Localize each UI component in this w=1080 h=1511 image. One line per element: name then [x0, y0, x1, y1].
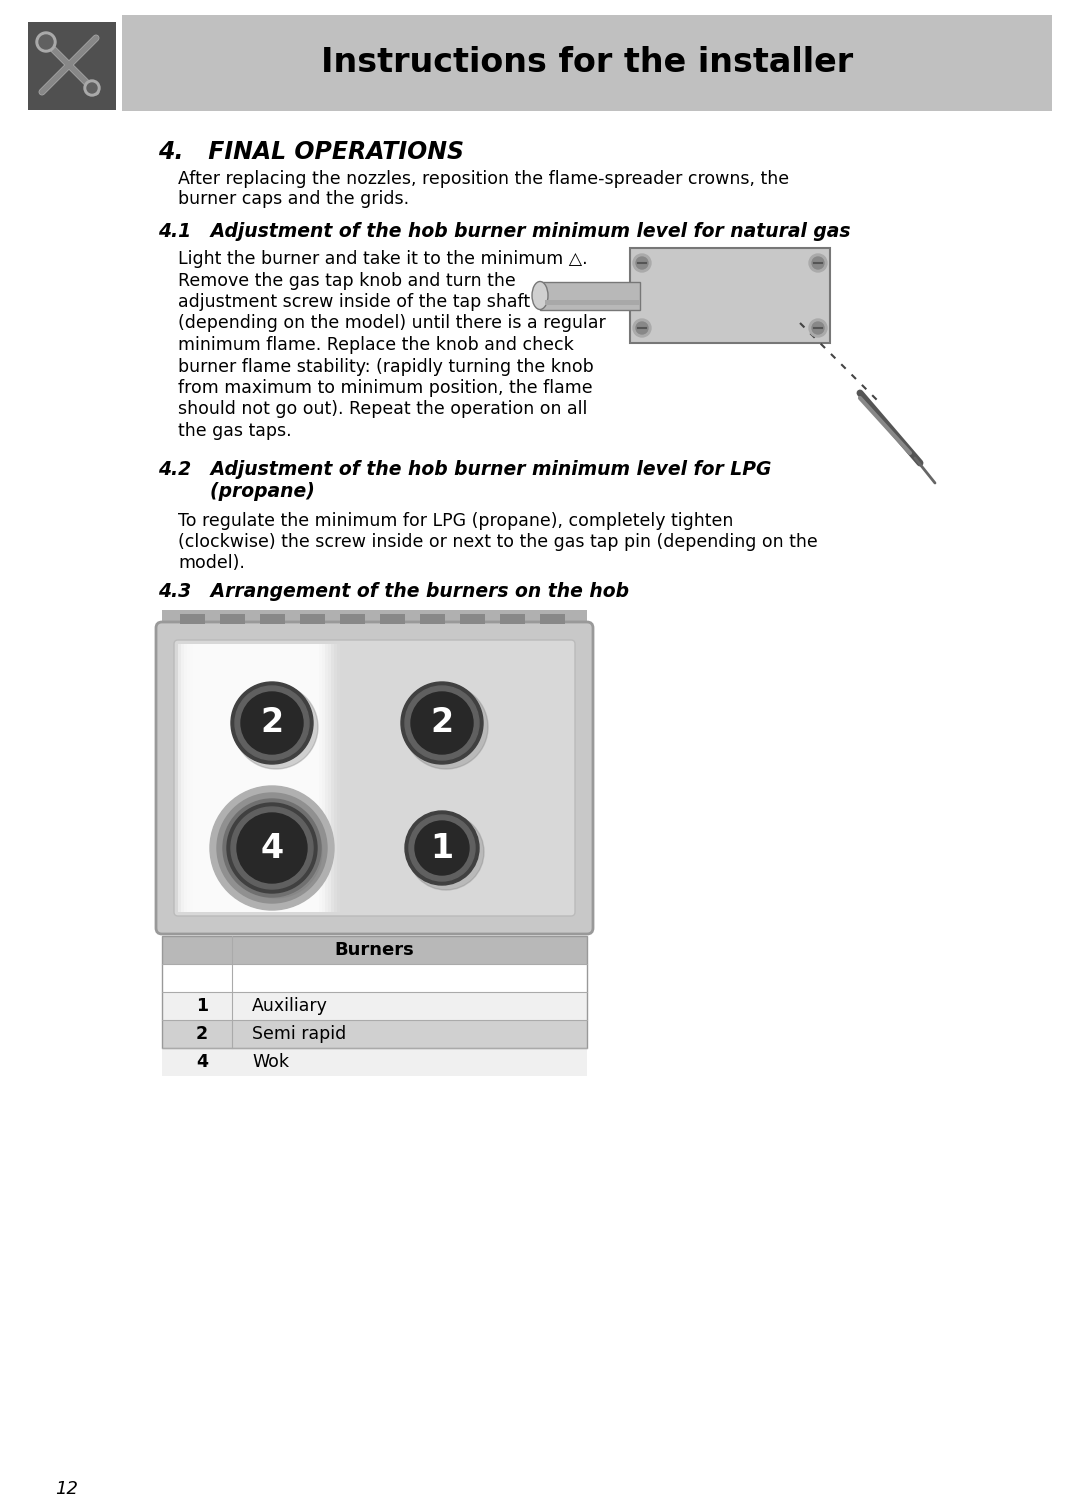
Circle shape [227, 802, 318, 893]
Circle shape [230, 805, 322, 898]
Bar [184, 644, 325, 913]
Bar [540, 281, 640, 310]
Ellipse shape [532, 281, 548, 310]
Bar [162, 935, 588, 964]
Bar [162, 1020, 588, 1049]
Bar [380, 613, 405, 624]
Text: Wok: Wok [252, 1053, 289, 1071]
Bar [187, 644, 328, 913]
Circle shape [217, 793, 327, 904]
Bar [260, 613, 285, 624]
Text: After replacing the nozzles, reposition the flame-spreader crowns, the: After replacing the nozzles, reposition … [178, 171, 789, 187]
Circle shape [809, 319, 827, 337]
Circle shape [231, 681, 313, 765]
Bar [190, 644, 330, 913]
Text: adjustment screw inside of the tap shaft: adjustment screw inside of the tap shaft [178, 293, 530, 311]
Text: Light the burner and take it to the minimum △.: Light the burner and take it to the mini… [178, 249, 588, 267]
Circle shape [235, 686, 309, 760]
Text: should not go out). Repeat the operation on all: should not go out). Repeat the operation… [178, 400, 588, 419]
Bar [178, 644, 319, 913]
Text: 1: 1 [431, 831, 454, 864]
Text: from maximum to minimum position, the flame: from maximum to minimum position, the fl… [178, 379, 593, 397]
Bar [545, 299, 640, 305]
Bar [630, 248, 831, 343]
FancyBboxPatch shape [156, 623, 593, 934]
Circle shape [812, 322, 824, 334]
Bar [162, 610, 588, 629]
Circle shape [633, 319, 651, 337]
Circle shape [234, 684, 318, 769]
Text: (depending on the model) until there is a regular: (depending on the model) until there is … [178, 314, 606, 332]
Text: Semi rapid: Semi rapid [252, 1024, 347, 1043]
Text: Burners: Burners [335, 941, 415, 959]
Text: burner caps and the grids.: burner caps and the grids. [178, 190, 409, 209]
Circle shape [812, 257, 824, 269]
Text: 4.1   Adjustment of the hob burner minimum level for natural gas: 4.1 Adjustment of the hob burner minimum… [158, 222, 851, 240]
Circle shape [237, 813, 307, 882]
Bar [162, 935, 588, 1049]
Bar [195, 644, 337, 913]
Circle shape [231, 807, 313, 888]
Bar [162, 1049, 588, 1076]
Bar [460, 613, 485, 624]
Text: Auxiliary: Auxiliary [252, 997, 328, 1015]
Circle shape [87, 83, 97, 94]
Circle shape [408, 814, 484, 890]
Text: To regulate the minimum for LPG (propane), completely tighten: To regulate the minimum for LPG (propane… [178, 512, 733, 530]
Text: 4: 4 [260, 831, 284, 864]
FancyBboxPatch shape [174, 641, 575, 916]
Text: 2: 2 [260, 707, 284, 739]
Text: burner flame stability: (rapidly turning the knob: burner flame stability: (rapidly turning… [178, 358, 594, 376]
Text: minimum flame. Replace the knob and check: minimum flame. Replace the knob and chec… [178, 335, 573, 354]
Circle shape [636, 322, 648, 334]
Bar [340, 613, 365, 624]
Circle shape [404, 684, 488, 769]
Circle shape [241, 692, 303, 754]
Circle shape [210, 786, 334, 910]
Circle shape [809, 254, 827, 272]
Text: model).: model). [178, 555, 245, 573]
Text: 2: 2 [431, 707, 454, 739]
Circle shape [222, 799, 321, 898]
Circle shape [633, 254, 651, 272]
Circle shape [39, 35, 53, 48]
Text: 4: 4 [195, 1053, 208, 1071]
Text: 1: 1 [195, 997, 208, 1015]
Bar [220, 613, 245, 624]
Circle shape [411, 692, 473, 754]
Text: (clockwise) the screw inside or next to the gas tap pin (depending on the: (clockwise) the screw inside or next to … [178, 533, 818, 552]
Bar [420, 613, 445, 624]
Text: 2: 2 [195, 1024, 208, 1043]
Text: (propane): (propane) [158, 482, 315, 502]
Bar [180, 613, 205, 624]
Circle shape [405, 686, 480, 760]
Text: 4.   FINAL OPERATIONS: 4. FINAL OPERATIONS [158, 141, 464, 165]
Bar [300, 613, 325, 624]
Circle shape [415, 820, 469, 875]
Bar [199, 644, 340, 913]
Circle shape [409, 814, 475, 881]
Bar [500, 613, 525, 624]
Circle shape [405, 811, 480, 885]
Circle shape [36, 32, 56, 51]
Text: 4.3   Arrangement of the burners on the hob: 4.3 Arrangement of the burners on the ho… [158, 582, 629, 601]
Circle shape [84, 80, 100, 97]
Text: 4.2   Adjustment of the hob burner minimum level for LPG: 4.2 Adjustment of the hob burner minimum… [158, 459, 771, 479]
Text: 12: 12 [55, 1479, 78, 1497]
Bar [181, 644, 322, 913]
Bar [540, 613, 565, 624]
Bar [28, 23, 116, 110]
Text: Remove the gas tap knob and turn the: Remove the gas tap knob and turn the [178, 272, 516, 290]
Bar [193, 644, 334, 913]
Bar [162, 993, 588, 1020]
Circle shape [401, 681, 483, 765]
Circle shape [636, 257, 648, 269]
Bar [122, 15, 1052, 110]
Text: the gas taps.: the gas taps. [178, 422, 292, 440]
Text: Instructions for the installer: Instructions for the installer [321, 47, 853, 80]
